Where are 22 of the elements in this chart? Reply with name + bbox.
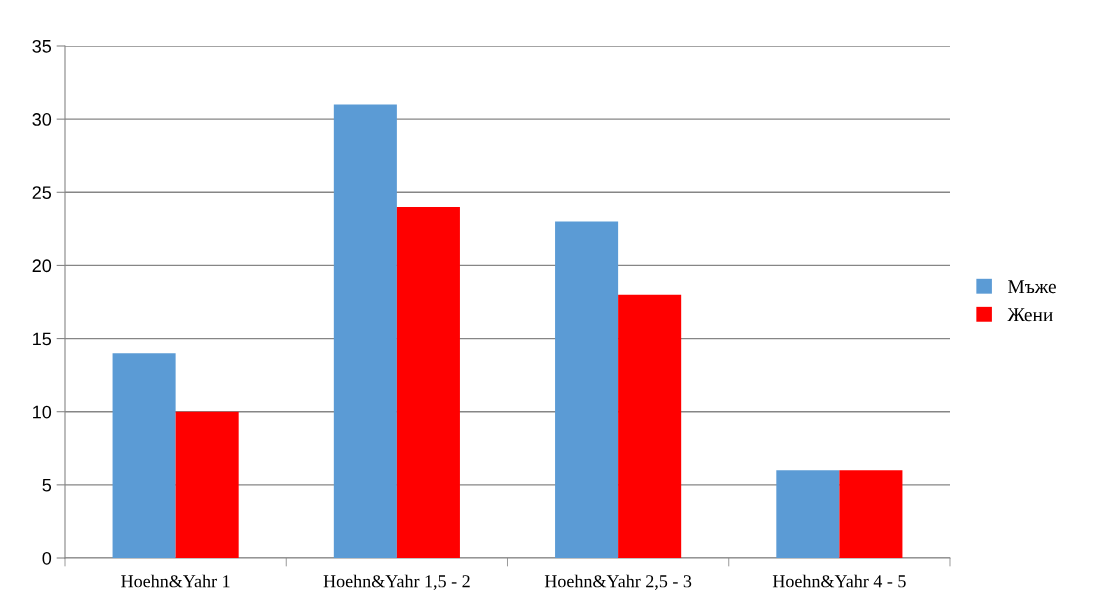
legend-label: Жени: [1007, 308, 1053, 322]
bar: [776, 470, 840, 558]
bar: [555, 221, 619, 558]
bar: [175, 411, 239, 558]
x-tick-label: Hoehn&Yahr 1,5 - 2: [323, 574, 470, 590]
bar: [396, 206, 460, 558]
y-tick-label: 0: [42, 551, 52, 565]
bar: [839, 470, 903, 558]
bar: [333, 104, 397, 558]
x-tick-label: Hoehn&Yahr 1: [121, 574, 230, 588]
bar: [618, 294, 682, 558]
y-tick-label: 30: [32, 113, 52, 126]
y-tick-label: 20: [32, 259, 52, 273]
x-tick-label: Hoehn&Yahr 2,5 - 3: [544, 574, 692, 590]
y-tick-label: 5: [42, 478, 52, 492]
legend-label: Мъже: [1008, 280, 1056, 294]
y-tick-label: 10: [33, 405, 52, 419]
x-tick-label: Hoehn&Yahr 4 - 5: [772, 574, 906, 588]
y-tick-label: 25: [32, 186, 52, 200]
y-tick-label: 15: [33, 332, 52, 346]
y-tick-label: 35: [32, 39, 52, 53]
bar: [112, 353, 176, 558]
